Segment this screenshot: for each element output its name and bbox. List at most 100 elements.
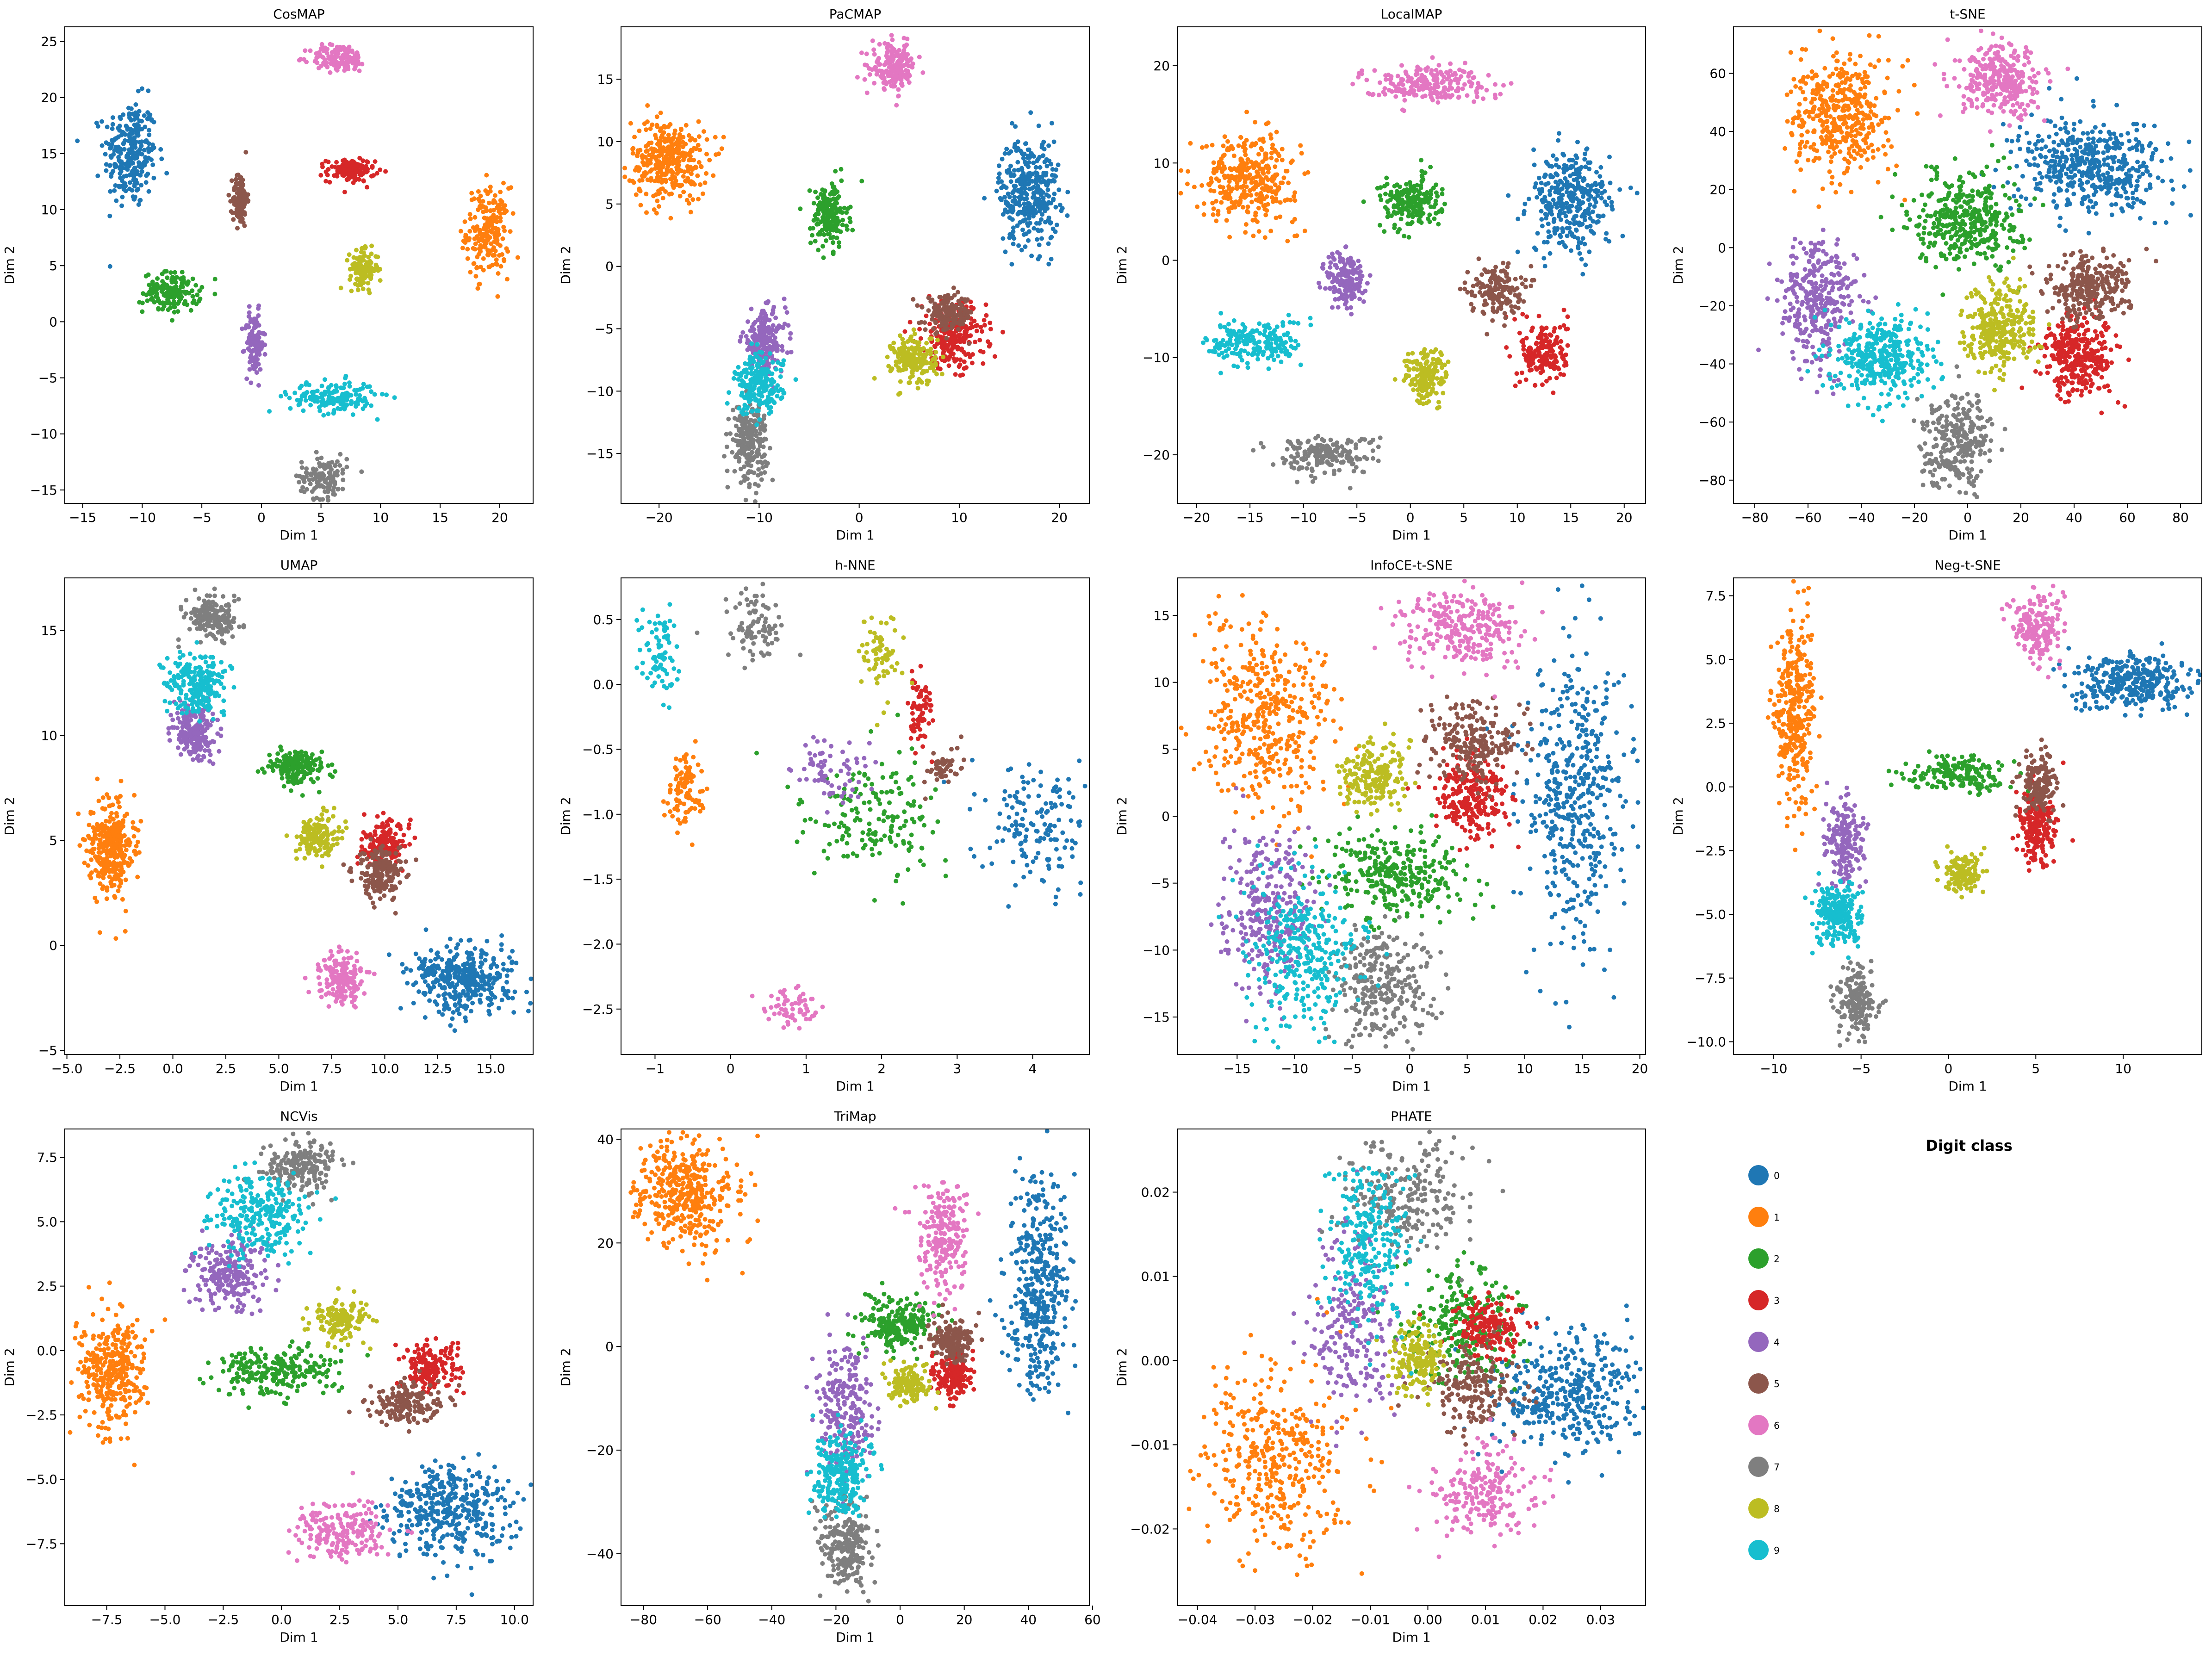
point — [107, 213, 112, 218]
point — [1060, 206, 1065, 211]
point — [646, 141, 652, 146]
point — [738, 439, 743, 444]
point — [1254, 192, 1259, 197]
point — [838, 229, 843, 234]
point — [378, 167, 383, 172]
point — [1260, 178, 1265, 183]
point — [1552, 329, 1556, 334]
point — [781, 362, 786, 367]
point — [645, 119, 650, 124]
point — [317, 497, 323, 502]
point — [1523, 377, 1529, 382]
point — [685, 176, 690, 181]
point — [882, 62, 887, 67]
point — [1042, 200, 1047, 205]
point — [1551, 391, 1556, 395]
point — [917, 352, 922, 357]
point — [1412, 207, 1417, 212]
x-tick-label: 10 — [951, 510, 968, 525]
point — [759, 454, 764, 459]
point — [697, 148, 702, 152]
point — [118, 147, 123, 152]
point — [672, 160, 677, 165]
point — [325, 465, 330, 470]
point — [254, 370, 259, 375]
point — [190, 276, 195, 281]
point — [1254, 174, 1259, 179]
point — [332, 492, 337, 497]
point — [1253, 217, 1258, 223]
point — [345, 395, 350, 400]
point — [340, 55, 345, 60]
point — [1577, 223, 1582, 228]
point — [500, 236, 505, 241]
point — [696, 197, 701, 202]
point — [726, 416, 731, 422]
point — [256, 335, 261, 340]
point — [366, 280, 371, 285]
point — [325, 173, 330, 178]
point — [175, 301, 180, 306]
point — [344, 177, 349, 182]
point — [667, 138, 672, 143]
point — [304, 391, 309, 396]
point — [1537, 350, 1542, 355]
point — [321, 61, 326, 66]
point — [331, 485, 336, 490]
point — [677, 183, 681, 188]
point — [808, 240, 813, 245]
point — [889, 49, 894, 54]
point — [249, 330, 255, 335]
point — [1302, 229, 1307, 234]
point — [1537, 358, 1542, 363]
point — [292, 391, 298, 396]
point — [978, 325, 983, 330]
point — [357, 177, 361, 182]
point — [898, 379, 903, 384]
point — [731, 408, 735, 413]
point — [859, 179, 864, 184]
point — [1000, 236, 1006, 241]
point — [1298, 143, 1303, 148]
point — [903, 68, 908, 73]
point — [241, 220, 246, 225]
y-tick-label: 5 — [49, 258, 57, 273]
point — [1539, 209, 1544, 214]
point — [1582, 157, 1587, 162]
point — [876, 57, 880, 62]
point — [347, 55, 352, 59]
point — [982, 196, 987, 201]
point — [658, 161, 663, 167]
point — [378, 278, 383, 283]
point — [828, 221, 833, 226]
point — [360, 158, 366, 163]
point — [1571, 184, 1576, 189]
point — [811, 201, 816, 206]
point — [969, 360, 975, 366]
point — [1299, 151, 1304, 156]
point — [357, 387, 362, 392]
point — [638, 203, 643, 208]
point — [1021, 232, 1026, 237]
point — [829, 181, 834, 186]
point — [1609, 199, 1614, 205]
point — [754, 490, 758, 496]
point — [928, 347, 933, 352]
point — [311, 390, 316, 395]
point — [1577, 171, 1582, 176]
point — [320, 161, 325, 167]
point — [1008, 163, 1013, 168]
point — [734, 453, 739, 458]
point — [1594, 170, 1599, 175]
point — [1431, 186, 1436, 191]
point — [1522, 352, 1527, 357]
point — [867, 66, 872, 71]
point — [1592, 204, 1597, 209]
point — [1269, 155, 1274, 161]
point — [920, 70, 926, 75]
point — [1558, 233, 1563, 238]
point — [195, 292, 200, 298]
point — [1407, 212, 1412, 217]
x-tick-label: −10 — [746, 510, 773, 525]
point — [1000, 156, 1005, 161]
